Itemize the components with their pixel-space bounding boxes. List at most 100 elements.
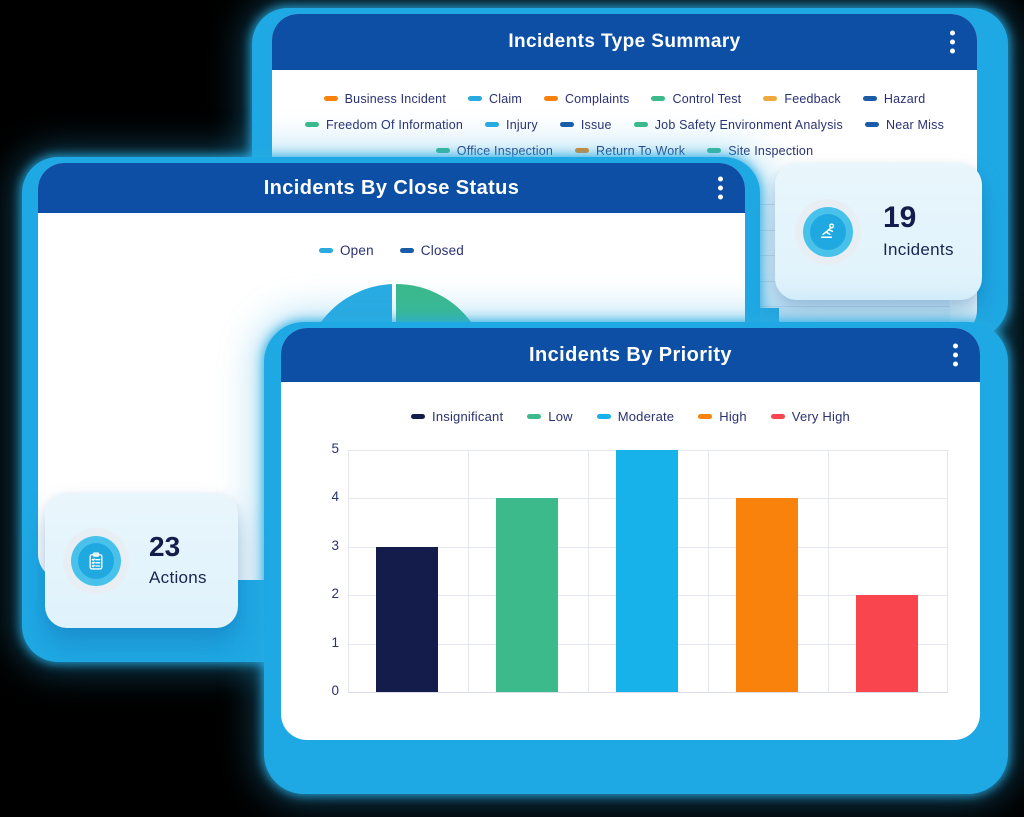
legend-item[interactable]: Complaints bbox=[543, 91, 630, 106]
stat-icon-ring bbox=[803, 206, 853, 257]
legend-item[interactable]: Very High bbox=[770, 409, 850, 424]
legend-item[interactable]: Freedom Of Information bbox=[304, 117, 464, 132]
legend-item[interactable]: Low bbox=[527, 409, 573, 424]
legend-label: Low bbox=[548, 409, 573, 424]
legend-item[interactable]: High bbox=[698, 409, 747, 424]
legend-label: Business Incident bbox=[344, 91, 446, 106]
legend-item[interactable]: Feedback bbox=[763, 92, 841, 106]
legend-item[interactable]: Near Miss bbox=[864, 117, 945, 132]
legend-item[interactable]: Hazard bbox=[862, 92, 926, 106]
legend-label: Moderate bbox=[617, 409, 675, 424]
legend-label: Open bbox=[339, 243, 374, 258]
actions-clipboard-icon bbox=[78, 542, 114, 579]
stat-icon-ring bbox=[63, 527, 129, 594]
legend-label: High bbox=[719, 409, 747, 424]
legend-swatch bbox=[575, 148, 590, 153]
legend-swatch bbox=[323, 96, 338, 101]
kebab-menu-icon[interactable] bbox=[944, 27, 961, 58]
kebab-dot bbox=[953, 352, 958, 358]
legend-label: Issue bbox=[580, 117, 612, 132]
kebab-dot bbox=[718, 176, 723, 182]
legend-swatch bbox=[435, 148, 450, 153]
legend-item[interactable]: Claim bbox=[468, 92, 522, 106]
legend-swatch bbox=[318, 248, 333, 253]
gridline-vertical bbox=[708, 450, 709, 692]
y-axis-tick-label: 5 bbox=[331, 441, 339, 456]
legend-label: Job Safety Environment Analysis bbox=[654, 117, 843, 132]
legend-label: Feedback bbox=[784, 91, 841, 106]
incidents-count-stat-card: 19 Incidents bbox=[775, 163, 982, 300]
gridline-vertical bbox=[588, 450, 589, 692]
legend-item[interactable]: Office Inspection bbox=[435, 143, 554, 158]
y-axis-tick-label: 4 bbox=[331, 489, 339, 505]
gridline-vertical bbox=[947, 450, 948, 692]
legend-swatch bbox=[864, 122, 879, 127]
kebab-dot bbox=[718, 194, 723, 200]
bar-insignificant bbox=[376, 546, 438, 692]
bar-moderate bbox=[616, 450, 678, 692]
legend-label: Insignificant bbox=[432, 409, 504, 424]
card-header: Incidents Type Summary bbox=[272, 14, 977, 70]
legend-swatch bbox=[485, 122, 500, 127]
stat-icon-ring bbox=[71, 535, 121, 586]
priority-bar-chart-plot-area bbox=[348, 450, 948, 693]
legend-swatch bbox=[770, 414, 785, 419]
legend-label: Site Inspection bbox=[728, 143, 814, 158]
kebab-menu-icon[interactable] bbox=[947, 340, 964, 371]
legend-swatch bbox=[763, 96, 778, 101]
legend-swatch bbox=[707, 148, 722, 153]
card-title: Incidents By Priority bbox=[529, 343, 732, 366]
stat-value: 19 bbox=[883, 201, 917, 234]
card-header: Incidents By Priority bbox=[281, 328, 980, 382]
bar-low bbox=[496, 498, 558, 692]
legend-item[interactable]: Job Safety Environment Analysis bbox=[633, 117, 843, 132]
gridline-horizontal bbox=[348, 692, 948, 693]
y-axis-tick-label: 3 bbox=[331, 537, 339, 553]
close-status-legend: Open Closed bbox=[38, 243, 745, 258]
y-axis-tick-label: 0 bbox=[331, 683, 339, 698]
stat-label: Actions bbox=[149, 568, 207, 587]
legend-swatch bbox=[862, 96, 877, 101]
legend-item[interactable]: Return To Work bbox=[575, 144, 685, 158]
legend-label: Control Test bbox=[672, 91, 742, 106]
legend-row: Freedom Of Information Injury Issue Job Saf… bbox=[272, 114, 977, 135]
legend-row: Office Inspection Return To Work Site Insp… bbox=[272, 140, 977, 161]
legend-item[interactable]: Open bbox=[318, 243, 374, 258]
legend-item[interactable]: Moderate bbox=[596, 409, 675, 424]
legend-swatch bbox=[559, 122, 574, 127]
gridline-vertical bbox=[348, 450, 349, 692]
legend-item[interactable]: Insignificant bbox=[411, 409, 503, 424]
stat-icon-ring bbox=[795, 198, 861, 265]
legend-label: Injury bbox=[506, 117, 538, 132]
stat-text: 19 Incidents bbox=[883, 203, 954, 260]
legend-item[interactable]: Issue bbox=[559, 117, 612, 132]
card-title: Incidents By Close Status bbox=[263, 176, 520, 199]
legend-item[interactable]: Closed bbox=[399, 243, 464, 258]
y-axis-tick-label: 2 bbox=[331, 586, 339, 602]
incident-slip-icon bbox=[810, 213, 846, 250]
legend-swatch bbox=[411, 414, 426, 419]
legend-label: Freedom Of Information bbox=[325, 117, 464, 132]
legend-label: Very High bbox=[791, 409, 850, 424]
type-summary-legend: Business Incident Claim Complaints Control … bbox=[272, 88, 977, 161]
bar-high bbox=[736, 498, 798, 692]
legend-item[interactable]: Site Inspection bbox=[707, 144, 813, 158]
legend-swatch bbox=[399, 248, 414, 253]
kebab-dot bbox=[953, 343, 958, 349]
legend-item[interactable]: Business Incident bbox=[323, 91, 446, 106]
card-title: Incidents Type Summary bbox=[508, 31, 741, 52]
legend-label: Near Miss bbox=[885, 117, 945, 132]
incidents-by-priority-card: Incidents By Priority Insignificant Low Mo… bbox=[281, 328, 980, 740]
legend-label: Office Inspection bbox=[456, 143, 554, 158]
gridline-vertical bbox=[828, 450, 829, 692]
legend-label: Complaints bbox=[564, 91, 630, 106]
legend-swatch bbox=[698, 414, 713, 419]
card-header: Incidents By Close Status bbox=[38, 163, 745, 213]
legend-swatch bbox=[596, 414, 611, 419]
kebab-dot bbox=[950, 48, 955, 54]
legend-item[interactable]: Injury bbox=[485, 118, 538, 132]
legend-item[interactable]: Control Test bbox=[651, 92, 741, 106]
legend-swatch bbox=[651, 96, 666, 101]
kebab-menu-icon[interactable] bbox=[712, 173, 729, 204]
